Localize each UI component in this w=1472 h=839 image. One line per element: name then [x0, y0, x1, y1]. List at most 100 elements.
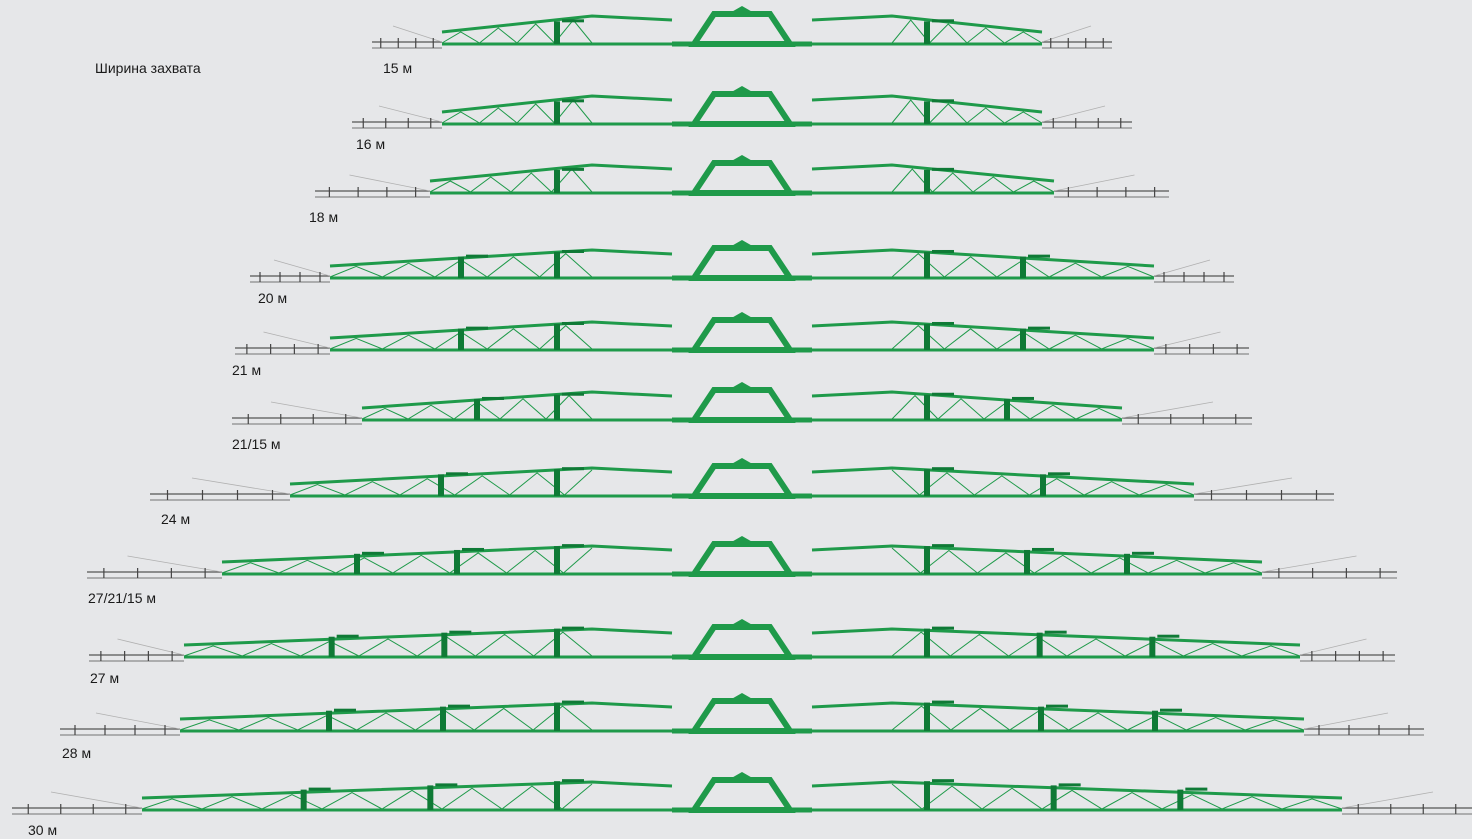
lattice — [183, 631, 593, 657]
frame-plate — [462, 547, 484, 551]
frame-post — [454, 549, 460, 574]
frame-post — [924, 394, 930, 420]
frame-plate — [334, 708, 356, 712]
centre-section — [688, 698, 796, 734]
lattice — [179, 705, 593, 731]
centre-peak — [728, 155, 756, 163]
lattice — [891, 783, 1343, 810]
left-extension — [150, 477, 291, 501]
frame-post — [1038, 706, 1044, 731]
centre-section — [688, 91, 796, 127]
working-width-caption: Ширина захвата — [95, 60, 201, 76]
top-chord-left — [441, 14, 673, 34]
frame-post — [924, 323, 930, 350]
frame-plate — [466, 254, 488, 258]
frame-plate — [308, 787, 331, 791]
boom-row — [60, 693, 1424, 736]
boom-width-label: 24 м — [161, 511, 191, 527]
frame-post — [1036, 632, 1043, 657]
top-chord-right — [811, 163, 1055, 183]
top-chord-left — [183, 627, 673, 647]
frame-post — [924, 702, 930, 731]
top-chord-right — [811, 390, 1123, 410]
left-extension — [232, 401, 363, 425]
boom-row — [352, 86, 1132, 129]
frame-plate — [562, 99, 584, 103]
frame-post — [1004, 398, 1010, 420]
right-extension — [1053, 174, 1169, 198]
left-extension — [250, 259, 331, 283]
top-chord-right — [811, 544, 1263, 564]
frame-post — [554, 781, 560, 810]
frame-post — [458, 328, 464, 350]
boom-width-label: 20 м — [258, 290, 288, 306]
frame-post — [1020, 328, 1026, 350]
right-extension — [1041, 25, 1112, 49]
right-extension — [1193, 477, 1334, 501]
frame-post — [1024, 549, 1030, 574]
top-chord-left — [429, 163, 673, 183]
boom-width-label: 27/21/15 м — [88, 590, 157, 606]
right-extension — [1341, 791, 1472, 815]
frame-plate — [1046, 704, 1068, 708]
frame-plate — [1058, 783, 1081, 787]
frame-plate — [1157, 634, 1180, 638]
frame-plate — [466, 326, 488, 330]
top-chord-right — [811, 701, 1305, 721]
centre-section — [688, 624, 796, 660]
top-chord-left — [221, 544, 673, 564]
left-extension — [12, 791, 143, 815]
left-extension — [372, 25, 443, 49]
frame-plate — [932, 700, 954, 704]
frame-post — [554, 628, 560, 657]
boom-row — [12, 772, 1472, 815]
frame-plate — [932, 779, 954, 783]
boom-width-label: 30 м — [28, 822, 58, 838]
frame-post — [924, 781, 930, 810]
top-chord-right — [811, 248, 1155, 268]
frame-plate — [562, 249, 584, 253]
frame-post — [554, 469, 560, 496]
frame-post — [554, 323, 560, 350]
boom-row — [150, 458, 1334, 501]
lattice — [429, 168, 593, 193]
right-extension — [1121, 401, 1252, 425]
centre-peak — [728, 6, 756, 14]
frame-plate — [1028, 326, 1050, 330]
frame-plate — [562, 392, 584, 396]
top-chord-left — [179, 701, 673, 721]
lattice — [441, 99, 593, 124]
top-chord-left — [329, 248, 673, 268]
frame-plate — [1048, 472, 1070, 476]
frame-plate — [1185, 787, 1208, 791]
left-extension — [60, 712, 181, 736]
frame-post — [554, 394, 560, 420]
frame-post — [1177, 789, 1184, 810]
left-extension — [352, 105, 443, 129]
right-extension — [1261, 555, 1397, 579]
top-chord-right — [811, 320, 1155, 340]
centre-peak — [728, 693, 756, 701]
centre-peak — [728, 772, 756, 780]
frame-post — [438, 474, 444, 496]
top-chord-left — [289, 466, 673, 486]
frame-plate — [446, 472, 468, 476]
frame-plate — [1160, 708, 1182, 712]
centre-peak — [728, 536, 756, 544]
frame-post — [1040, 474, 1046, 496]
frame-post — [1149, 636, 1156, 657]
boom-row — [315, 155, 1169, 198]
boom-row — [235, 312, 1249, 355]
top-chord-left — [141, 780, 673, 800]
frame-post — [300, 789, 307, 810]
lattice — [891, 547, 1263, 574]
frame-plate — [448, 704, 470, 708]
boom-width-label: 28 м — [62, 745, 92, 761]
frame-plate — [1012, 396, 1034, 400]
centre-section — [688, 11, 796, 47]
centre-section — [688, 541, 796, 577]
boom-row — [232, 382, 1252, 425]
frame-plate — [362, 551, 384, 555]
frame-post — [554, 21, 560, 44]
boom-width-label: 15 м — [383, 60, 413, 76]
